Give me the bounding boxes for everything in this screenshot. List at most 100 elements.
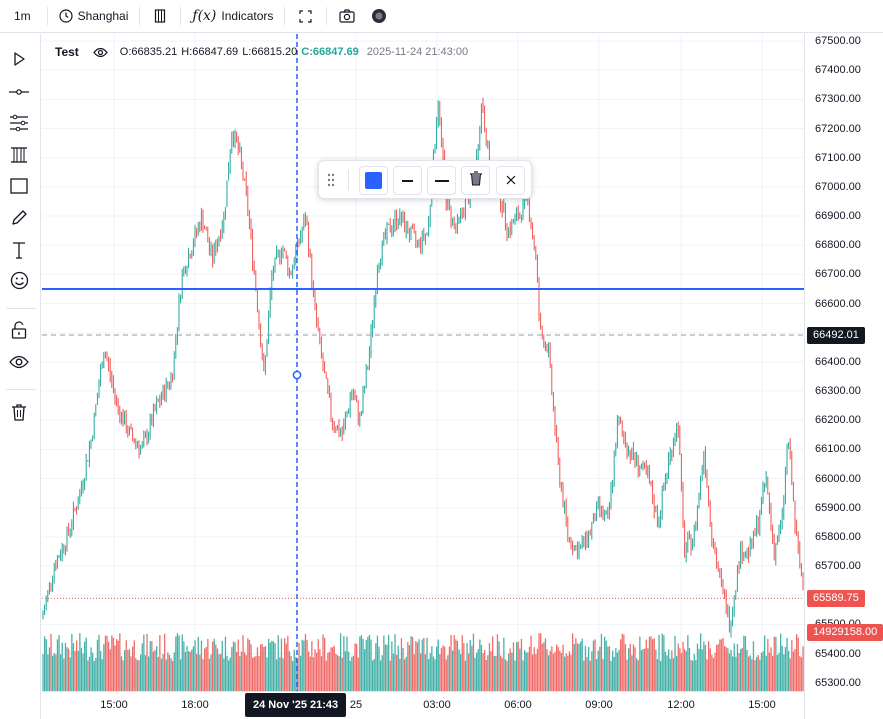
delete-drawing-button[interactable] [461,166,490,195]
volume-bar [749,655,751,691]
interval-button[interactable]: 1m [0,0,45,33]
text-tool-button[interactable] [8,241,30,263]
volume-bar [266,657,268,691]
price-tick-label: 66100.00 [815,443,861,456]
volume-bar [548,655,550,691]
toolbar-divider [326,7,328,25]
volume-bar [186,646,188,691]
volume-bar [58,635,60,691]
volume-bar [274,643,276,691]
volume-bar [98,634,100,691]
channel-tool-button[interactable] [8,114,30,136]
volume-bar [479,639,481,691]
volume-bar [162,654,164,691]
volume-bar [447,655,449,691]
volume-bar [319,649,321,691]
drag-handle-icon[interactable] [327,173,335,192]
volume-bar [559,650,561,691]
toolbar-divider [139,7,141,25]
volume-bar [314,649,316,691]
line-style-icon [434,179,449,182]
volume-bar [560,653,563,691]
volume-bar [476,652,478,691]
pencil-tool-button[interactable] [8,209,30,231]
time-tick-label: 06:00 [504,699,532,711]
compare-button[interactable] [142,0,178,33]
volume-bar [349,660,351,691]
volume-bar [584,646,587,691]
volume-bar [596,659,598,691]
chart-plot-area[interactable] [42,34,804,691]
volume-bar [416,642,419,691]
volume-bar [408,645,411,691]
volume-bar [679,648,681,691]
volume-bar [335,653,337,691]
volume-bar [568,651,571,691]
volume-bar [624,644,627,691]
remove-drawings-button[interactable] [8,403,30,425]
volume-bar [256,647,259,691]
screenshot-button[interactable] [329,0,365,33]
volume-bar [482,653,484,691]
volume-bar [717,644,719,691]
volume-bar [232,641,235,691]
close-toolbar-button[interactable] [496,166,525,195]
interval-label: 1m [14,9,31,23]
volume-bar [324,637,326,691]
emoji-tool-button[interactable] [8,271,30,294]
volume-bar [594,639,596,691]
cursor-tool-button[interactable] [8,50,30,72]
volume-bar [138,660,140,691]
volume-bar [301,639,303,691]
price-axis[interactable]: 67500.00 67400.00 67300.00 67200.00 67100.00… [804,34,883,719]
volume-bar [202,659,204,691]
volume-bar [344,651,347,691]
hide-drawings-button[interactable] [8,353,30,375]
volume-bar [653,638,655,691]
volume-bar [549,650,551,691]
volume-bar [231,647,233,691]
volume-bar [565,653,567,691]
volume-bar [751,659,753,691]
timezone-button[interactable]: Shanghai [50,0,138,33]
time-axis[interactable]: 15:00 18:00 25 03:00 06:00 09:00 12:00 15:00 24… [42,691,804,719]
volume-bar [111,635,113,691]
line-width-button[interactable] [393,166,422,195]
horizontal-line-tool-button[interactable] [8,82,30,104]
top-toolbar: 1m Shanghai ƒ(x) Indicators [0,0,883,33]
volume-bar [519,648,521,691]
eye-icon[interactable] [93,47,108,58]
volume-bar [704,644,707,691]
rectangle-tool-button[interactable] [8,177,30,199]
volume-bar [540,633,542,691]
volume-bar [509,648,511,691]
volume-bar [591,651,593,691]
volume-bar [178,635,180,691]
volume-bar [754,660,756,691]
volume-bar [173,652,175,691]
indicators-button[interactable]: ƒ(x) Indicators [183,0,282,33]
line-color-button[interactable] [359,166,388,195]
volume-bar [695,660,697,691]
price-tick-label: 65900.00 [815,501,861,514]
lock-drawings-button[interactable] [8,320,30,343]
volume-bar [181,634,183,691]
parallel-lines-tool-button[interactable] [8,146,30,168]
last-price-label: 65589.75 [807,590,865,608]
volume-bar [685,651,687,691]
fullscreen-button[interactable] [287,0,324,33]
volume-bar [776,654,779,691]
volume-bar [143,634,145,691]
volume-bar [84,641,86,691]
volume-bar [784,647,787,691]
volume-bar [586,656,588,691]
volume-bar [196,653,198,691]
volume-bar [432,656,435,691]
volume-bar [359,636,361,691]
volume-bar [176,633,179,691]
volume-bar [60,654,62,691]
theme-button[interactable] [365,0,393,33]
line-style-button[interactable] [427,166,456,195]
volume-bar [516,642,518,691]
volume-bar [501,657,503,691]
